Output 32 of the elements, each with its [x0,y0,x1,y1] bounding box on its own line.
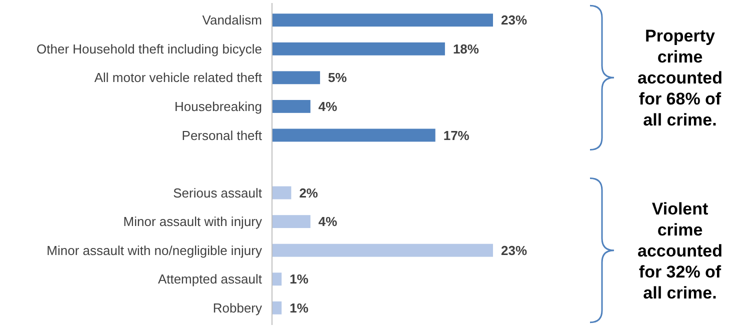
data-label: 2% [299,185,318,200]
y-tick-label: Personal theft [182,128,262,143]
bar [272,186,292,200]
data-label: 4% [318,214,338,230]
y-tick-label: Attempted assault [158,272,262,287]
data-label: 1% [290,300,309,316]
bar [272,215,310,228]
y-tick-label: All motor vehicle related theft [94,70,262,86]
data-label: 23% [501,242,528,258]
bar [272,128,436,142]
data-label: 1% [290,272,309,287]
y-tick-label: Other Household theft including bicycle [36,41,262,56]
bar [272,71,320,84]
bar [272,272,282,286]
data-label: 23% [501,12,528,28]
bar [272,14,493,27]
y-tick-label: Serious assault [173,185,262,200]
text: Property crime accounted for 68% of all crime. [637,26,723,130]
text: Violent crime accounted for 32% of all crime. [637,199,723,302]
y-tick-label: Robbery [212,300,262,316]
y-tick-label: Minor assault with injury [123,214,262,230]
data-label: 17% [443,128,470,143]
bar [272,100,310,113]
bar [272,42,445,56]
y-tick-label: Vandalism [202,12,262,28]
data-label: 4% [318,98,338,114]
bar [272,301,282,314]
data-label: 18% [452,41,480,56]
y-tick-label: Housebreaking [174,98,262,114]
bar [272,244,493,257]
y-tick-label: Minor assault with no/negligible injury [46,242,262,258]
data-label: 5% [328,70,348,86]
